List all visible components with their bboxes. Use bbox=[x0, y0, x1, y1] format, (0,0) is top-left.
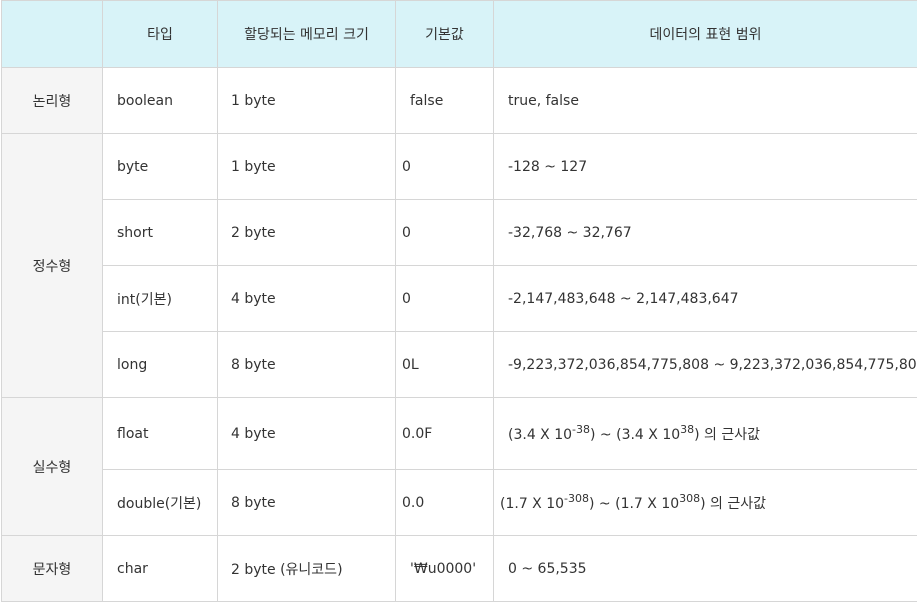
table-row: int(기본) 4 byte 0 -2,147,483,648 ~ 2,147,… bbox=[2, 265, 917, 332]
table-row: double(기본) 8 byte 0.0 (1.7 X 10-308) ~ (… bbox=[2, 469, 917, 536]
header-type: 타입 bbox=[102, 0, 218, 68]
default-cell: 0 bbox=[395, 199, 494, 266]
range-cell: -2,147,483,648 ~ 2,147,483,647 bbox=[493, 265, 917, 332]
size-cell: 1 byte bbox=[217, 67, 396, 134]
type-cell: short bbox=[102, 199, 218, 266]
range-exponent: -308 bbox=[564, 491, 590, 505]
group-label-integer: 정수형 bbox=[1, 133, 103, 398]
range-cell: true, false bbox=[493, 67, 917, 134]
header-row: 타입 할당되는 메모리 크기 기본값 데이터의 표현 범위 bbox=[1, 0, 917, 68]
size-cell: 8 byte bbox=[217, 469, 396, 536]
group-label-logical: 논리형 bbox=[1, 67, 103, 134]
header-category bbox=[1, 0, 103, 68]
type-cell: double(기본) bbox=[102, 469, 218, 536]
group-label-real: 실수형 bbox=[1, 397, 103, 536]
type-cell: long bbox=[102, 331, 218, 398]
table-row: short 2 byte 0 -32,768 ~ 32,767 bbox=[2, 199, 917, 266]
range-exponent: 38 bbox=[680, 422, 695, 436]
default-cell: 0 bbox=[395, 265, 494, 332]
size-cell: 2 byte bbox=[217, 199, 396, 266]
default-cell: false bbox=[395, 67, 494, 134]
size-cell: 4 byte bbox=[217, 265, 396, 332]
range-text: ) 의 근사값 bbox=[694, 426, 761, 443]
size-cell: 4 byte bbox=[217, 397, 396, 470]
range-exponent: 308 bbox=[679, 491, 701, 505]
table-row: 실수형 float 4 byte 0.0F (3.4 X 10-38) ~ (3… bbox=[1, 397, 917, 536]
table-row: 정수형 byte 1 byte 0 -128 ~ 127 bbox=[1, 133, 917, 398]
header-size: 할당되는 메모리 크기 bbox=[217, 0, 396, 68]
range-exponent: -38 bbox=[572, 422, 591, 436]
default-cell: 0 bbox=[395, 133, 494, 200]
default-cell: 0.0 bbox=[395, 469, 494, 536]
table-row: 논리형 boolean 1 byte false true, false bbox=[1, 67, 917, 134]
range-cell: -128 ~ 127 bbox=[493, 133, 917, 200]
default-cell: '₩u0000' bbox=[395, 535, 494, 602]
type-cell: float bbox=[102, 397, 218, 470]
type-cell: int(기본) bbox=[102, 265, 218, 332]
type-cell: boolean bbox=[102, 67, 218, 134]
type-cell: byte bbox=[102, 133, 218, 200]
range-text: ) 의 근사값 bbox=[700, 495, 767, 512]
range-cell: (3.4 X 10-38) ~ (3.4 X 1038) 의 근사값 bbox=[493, 397, 917, 470]
group-label-character: 문자형 bbox=[1, 535, 103, 602]
range-text: ) ~ (1.7 X 10 bbox=[589, 495, 680, 512]
range-cell: (1.7 X 10-308) ~ (1.7 X 10308) 의 근사값 bbox=[493, 469, 917, 536]
table-row: 문자형 char 2 byte (유니코드) '₩u0000' 0 ~ 65,5… bbox=[1, 535, 917, 602]
range-cell: 0 ~ 65,535 bbox=[493, 535, 917, 602]
default-cell: 0L bbox=[395, 331, 494, 398]
range-text: (3.4 X 10 bbox=[508, 426, 573, 443]
type-cell: char bbox=[102, 535, 218, 602]
size-cell: 2 byte (유니코드) bbox=[217, 535, 396, 602]
range-cell: -9,223,372,036,854,775,808 ~ 9,223,372,0… bbox=[493, 331, 917, 398]
header-range: 데이터의 표현 범위 bbox=[493, 0, 917, 68]
size-cell: 8 byte bbox=[217, 331, 396, 398]
size-cell: 1 byte bbox=[217, 133, 396, 200]
range-text: ) ~ (3.4 X 10 bbox=[590, 426, 681, 443]
range-cell: -32,768 ~ 32,767 bbox=[493, 199, 917, 266]
table-row: long 8 byte 0L -9,223,372,036,854,775,80… bbox=[2, 331, 917, 398]
range-text: (1.7 X 10 bbox=[500, 495, 565, 512]
default-cell: 0.0F bbox=[395, 397, 494, 470]
header-default: 기본값 bbox=[395, 0, 494, 68]
